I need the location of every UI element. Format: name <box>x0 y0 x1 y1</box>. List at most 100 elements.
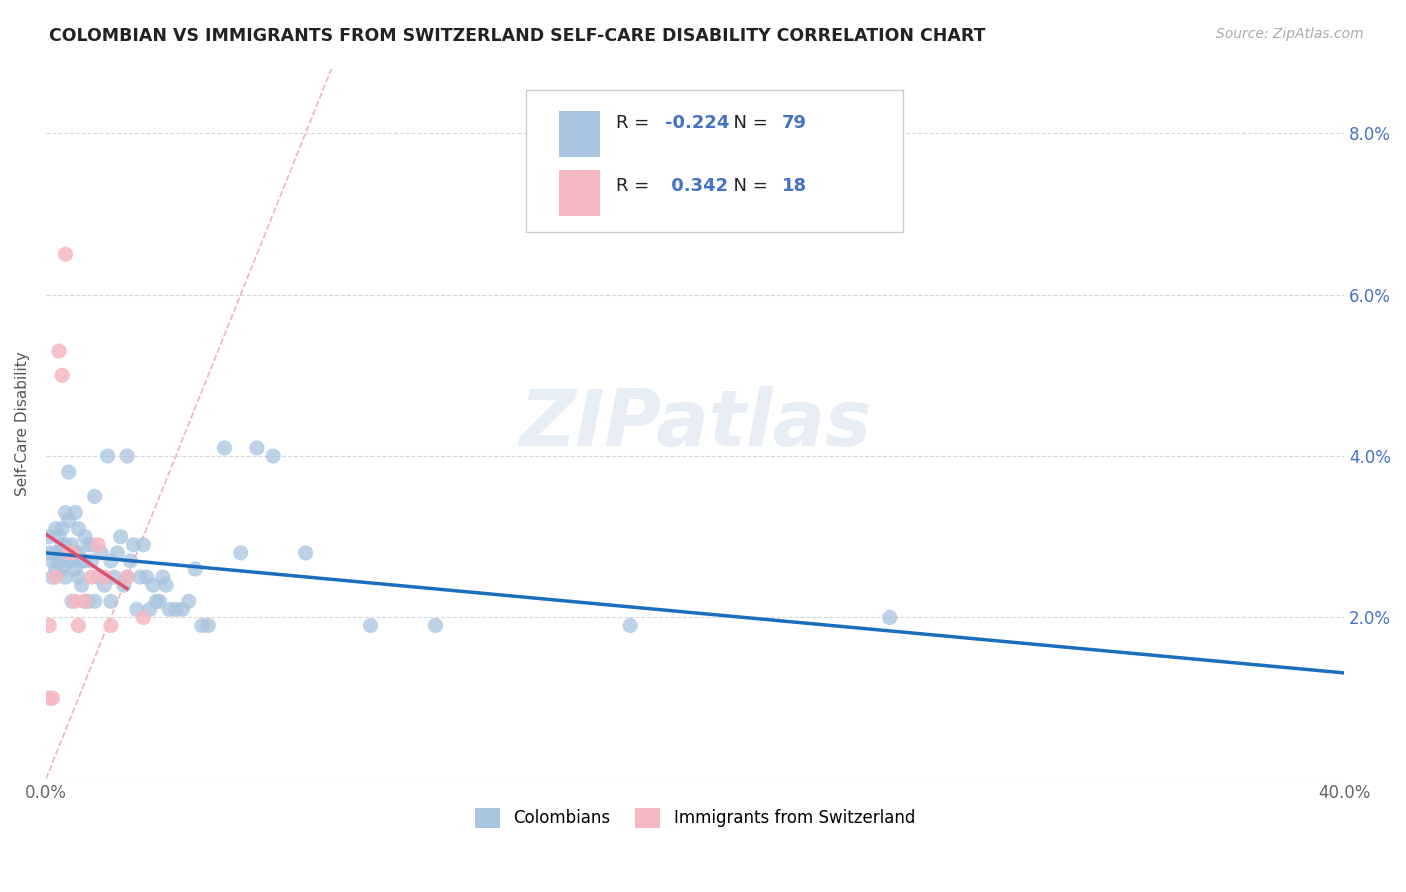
Point <box>48 546 70 560</box>
Point <box>38 691 60 706</box>
Text: 79: 79 <box>782 113 807 131</box>
Point <box>48 530 70 544</box>
Point <box>93 570 115 584</box>
Point <box>60 554 83 568</box>
Point <box>48 554 70 568</box>
Point <box>83 489 105 503</box>
Point <box>120 554 142 568</box>
Point <box>51 538 73 552</box>
Point <box>115 449 138 463</box>
Point <box>70 578 93 592</box>
Point <box>157 602 180 616</box>
Point <box>60 546 83 560</box>
Point <box>110 530 132 544</box>
Point <box>58 514 80 528</box>
Point <box>152 570 174 584</box>
Point <box>58 554 80 568</box>
FancyBboxPatch shape <box>526 90 903 232</box>
Point <box>55 538 77 552</box>
Point <box>184 562 207 576</box>
Text: 18: 18 <box>782 178 807 195</box>
Text: -0.224: -0.224 <box>665 113 730 131</box>
Point <box>115 570 138 584</box>
Point <box>360 618 382 632</box>
Point <box>67 522 90 536</box>
Point <box>93 578 115 592</box>
Point <box>139 602 162 616</box>
Point <box>177 594 200 608</box>
Point <box>97 449 120 463</box>
Point <box>58 546 80 560</box>
Legend: Colombians, Immigrants from Switzerland: Colombians, Immigrants from Switzerland <box>468 801 922 835</box>
Point <box>100 594 122 608</box>
Point <box>100 554 122 568</box>
Point <box>87 570 110 584</box>
Point <box>115 570 138 584</box>
Y-axis label: Self-Care Disability: Self-Care Disability <box>15 351 30 496</box>
Text: N =: N = <box>723 178 773 195</box>
FancyBboxPatch shape <box>558 169 600 216</box>
Point <box>425 618 447 632</box>
Point <box>51 368 73 383</box>
Point <box>122 538 145 552</box>
Point <box>190 618 212 632</box>
Point <box>45 562 67 576</box>
Point <box>38 530 60 544</box>
Point <box>83 594 105 608</box>
Text: R =: R = <box>616 178 655 195</box>
Point <box>38 546 60 560</box>
Point <box>73 594 96 608</box>
Point <box>103 570 125 584</box>
Point <box>80 570 103 584</box>
Text: N =: N = <box>723 113 773 131</box>
Point <box>879 610 901 624</box>
Point <box>87 538 110 552</box>
Point <box>45 546 67 560</box>
Text: 0.342: 0.342 <box>665 178 728 195</box>
Point <box>41 554 63 568</box>
Point <box>619 618 641 632</box>
Point <box>229 546 252 560</box>
Point <box>246 441 269 455</box>
Point <box>135 570 157 584</box>
Point <box>77 594 100 608</box>
FancyBboxPatch shape <box>558 111 600 157</box>
Point <box>63 546 86 560</box>
Point <box>90 546 112 560</box>
Text: COLOMBIAN VS IMMIGRANTS FROM SWITZERLAND SELF-CARE DISABILITY CORRELATION CHART: COLOMBIAN VS IMMIGRANTS FROM SWITZERLAND… <box>49 27 986 45</box>
Point <box>80 554 103 568</box>
Point <box>41 570 63 584</box>
Point <box>148 594 170 608</box>
Point <box>67 570 90 584</box>
Point <box>105 546 128 560</box>
Point <box>55 506 77 520</box>
Point <box>214 441 236 455</box>
Point <box>48 344 70 359</box>
Point <box>38 618 60 632</box>
Point <box>45 522 67 536</box>
Point <box>197 618 219 632</box>
Point <box>63 594 86 608</box>
Point <box>129 570 152 584</box>
Point <box>55 570 77 584</box>
Point <box>67 618 90 632</box>
Point <box>63 506 86 520</box>
Point <box>145 594 167 608</box>
Point <box>73 530 96 544</box>
Point <box>41 691 63 706</box>
Text: R =: R = <box>616 113 655 131</box>
Point <box>77 538 100 552</box>
Point <box>55 247 77 261</box>
Point <box>262 449 284 463</box>
Point <box>80 538 103 552</box>
Text: ZIPatlas: ZIPatlas <box>519 385 872 462</box>
Point <box>51 562 73 576</box>
Point <box>100 618 122 632</box>
Point <box>294 546 316 560</box>
Point <box>45 570 67 584</box>
Point <box>165 602 187 616</box>
Point <box>60 594 83 608</box>
Point <box>132 538 155 552</box>
Point <box>58 465 80 479</box>
Point <box>67 546 90 560</box>
